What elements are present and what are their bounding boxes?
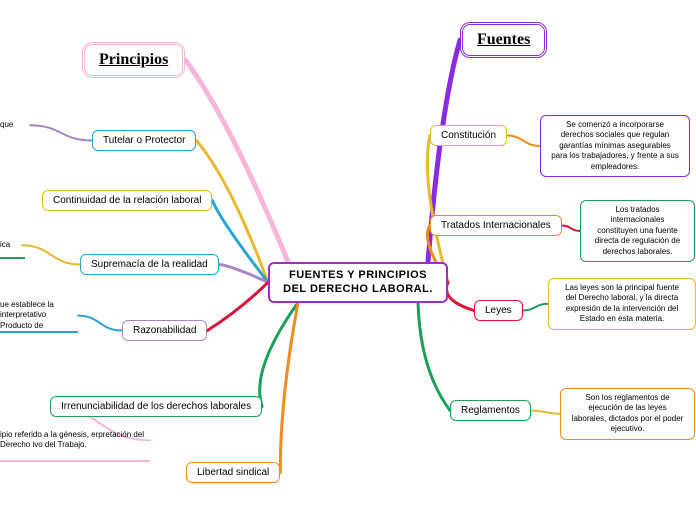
desc-tratados: Los tratados internacionales constituyen… [580, 200, 695, 262]
sub-connector [507, 136, 540, 146]
node-leyes: Leyes [474, 300, 523, 321]
title-fuentes: Fuentes [460, 22, 547, 58]
sub-connector [22, 245, 80, 264]
connector [446, 282, 474, 310]
connector [260, 303, 298, 407]
connector [185, 60, 288, 262]
node-supremacia: Supremacía de la realidad [80, 254, 219, 275]
node-razonabilidad: Razonabilidad [122, 320, 207, 341]
connector [418, 303, 450, 411]
connector [207, 282, 268, 330]
sub-connector [78, 316, 122, 331]
sub-connector [531, 411, 560, 414]
sub-connector [523, 304, 548, 311]
fragment-text: ue establece la interpretativo Producto … [0, 300, 78, 331]
node-tutelar: Tutelar o Protector [92, 130, 196, 151]
fragment-text: que [0, 120, 30, 130]
mindmap-canvas: FUENTES Y PRINCIPIOS DEL DERECHO LABORAL… [0, 0, 696, 520]
connector [427, 136, 448, 283]
node-irrenunciabilidad: Irrenunciabilidad de los derechos labora… [50, 396, 262, 417]
sub-connector [562, 226, 580, 231]
connector [280, 303, 298, 473]
desc-leyes: Las leyes son la principal fuente del De… [548, 278, 696, 330]
connector [219, 265, 268, 283]
desc-constitucion: Se comenzó a incorporarse derechos socia… [540, 115, 690, 177]
title-principios: Principios [82, 42, 185, 78]
fragment-text: ipio referido a la génesis, erpretación … [0, 430, 150, 451]
node-constitucion: Constitución [430, 125, 507, 146]
node-tratados: Tratados Internacionales [430, 215, 562, 236]
fragment-text: ica [0, 240, 22, 250]
node-reglamentos: Reglamentos [450, 400, 531, 421]
center-topic: FUENTES Y PRINCIPIOS DEL DERECHO LABORAL… [268, 262, 448, 303]
node-libertad: Libertad sindical [186, 462, 280, 483]
sub-connector [30, 125, 92, 140]
node-continuidad: Continuidad de la relación laboral [42, 190, 212, 211]
connector [212, 201, 268, 283]
desc-reglamentos: Son los reglamentos de ejecución de las … [560, 388, 695, 440]
